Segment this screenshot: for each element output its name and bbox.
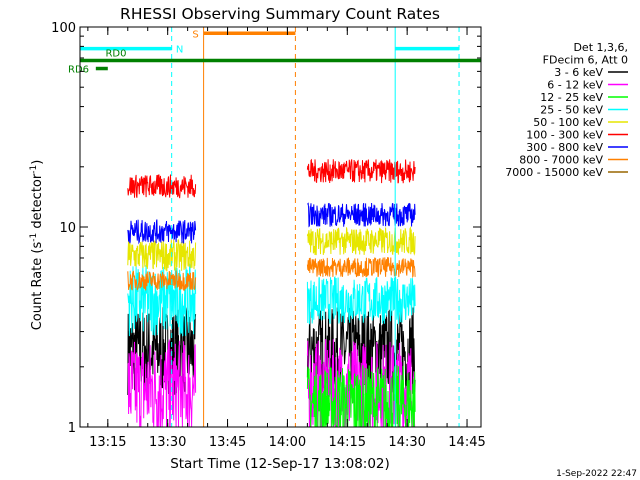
flag-label-s: S: [192, 29, 198, 40]
flag-label-n: N: [176, 45, 183, 56]
flag-label-rd6: RD6: [68, 65, 89, 76]
plot-area: NS RD0 RD6: [68, 27, 481, 427]
series-7: [127, 257, 416, 292]
x-tick-label-1: 13:30: [149, 435, 186, 450]
legend-label-4: 50 - 100 keV: [533, 116, 603, 129]
series-6-trace-0: [127, 219, 197, 245]
series-2-trace-0: [306, 364, 416, 427]
y-tick-label-1: 10: [59, 221, 76, 236]
series-6-trace-1: [307, 202, 416, 228]
timestamp: 1-Sep-2022 22:47: [556, 469, 637, 479]
legend-label-8: 7000 - 15000 keV: [505, 166, 603, 179]
legend-label-1: 6 - 12 keV: [547, 79, 603, 92]
legend-label-6: 300 - 800 keV: [526, 141, 603, 154]
series-1-trace-0: [127, 339, 197, 427]
x-tick-label-4: 14:15: [329, 435, 366, 450]
x-tick-label-5: 14:30: [388, 435, 425, 450]
legend-header-1: FDecim 6, Att 0: [543, 54, 628, 67]
series-2: [306, 364, 416, 427]
x-axis: 13:15 13:30 13:45 14:00 14:15 14:30 14:45: [87, 27, 486, 450]
flag-rd6: RD6: [68, 65, 108, 76]
x-tick-label-6: 14:45: [448, 435, 485, 450]
series-7-trace-1: [306, 257, 416, 279]
legend-label-3: 25 - 50 keV: [540, 104, 603, 117]
x-axis-label: Start Time (12-Sep-17 13:08:02): [170, 456, 390, 472]
x-tick-label-2: 13:45: [209, 435, 246, 450]
series-7-trace-0: [127, 270, 197, 292]
legend-header-0: Det 1,3,6,: [573, 41, 628, 54]
series-5-trace-0: [127, 174, 197, 199]
legend-label-7: 800 - 7000 keV: [519, 154, 603, 167]
series-3: [127, 262, 416, 337]
plot-frame: [79, 26, 482, 428]
y-tick-label-2: 100: [51, 21, 76, 36]
legend-label-2: 12 - 25 keV: [540, 91, 603, 104]
series-3-trace-0: [127, 262, 197, 337]
series-4-trace-0: [127, 239, 197, 272]
legend-label-5: 100 - 300 keV: [526, 129, 603, 142]
y-tick-label-0: 1: [68, 421, 76, 436]
flag-label-rd0: RD0: [105, 48, 126, 59]
chart-title: RHESSI Observing Summary Count Rates: [120, 5, 440, 23]
series-6: [127, 202, 416, 245]
series-3-trace-1: [306, 275, 416, 325]
legend-label-0: 3 - 6 keV: [554, 66, 603, 79]
series-4: [127, 226, 416, 272]
x-tick-label-0: 13:15: [89, 435, 126, 450]
x-tick-label-3: 14:00: [269, 435, 306, 450]
y-axis: 1 10 100: [51, 21, 481, 436]
flag-rd0: RD0: [80, 48, 481, 63]
y-axis-label: Count Rate (s-1 detector-1): [29, 160, 45, 331]
series-5: [127, 158, 416, 199]
flag-s: S: [192, 27, 296, 427]
series-0-trace-0: [127, 305, 197, 396]
series-5-trace-1: [306, 158, 416, 184]
series-4-trace-1: [306, 226, 416, 256]
